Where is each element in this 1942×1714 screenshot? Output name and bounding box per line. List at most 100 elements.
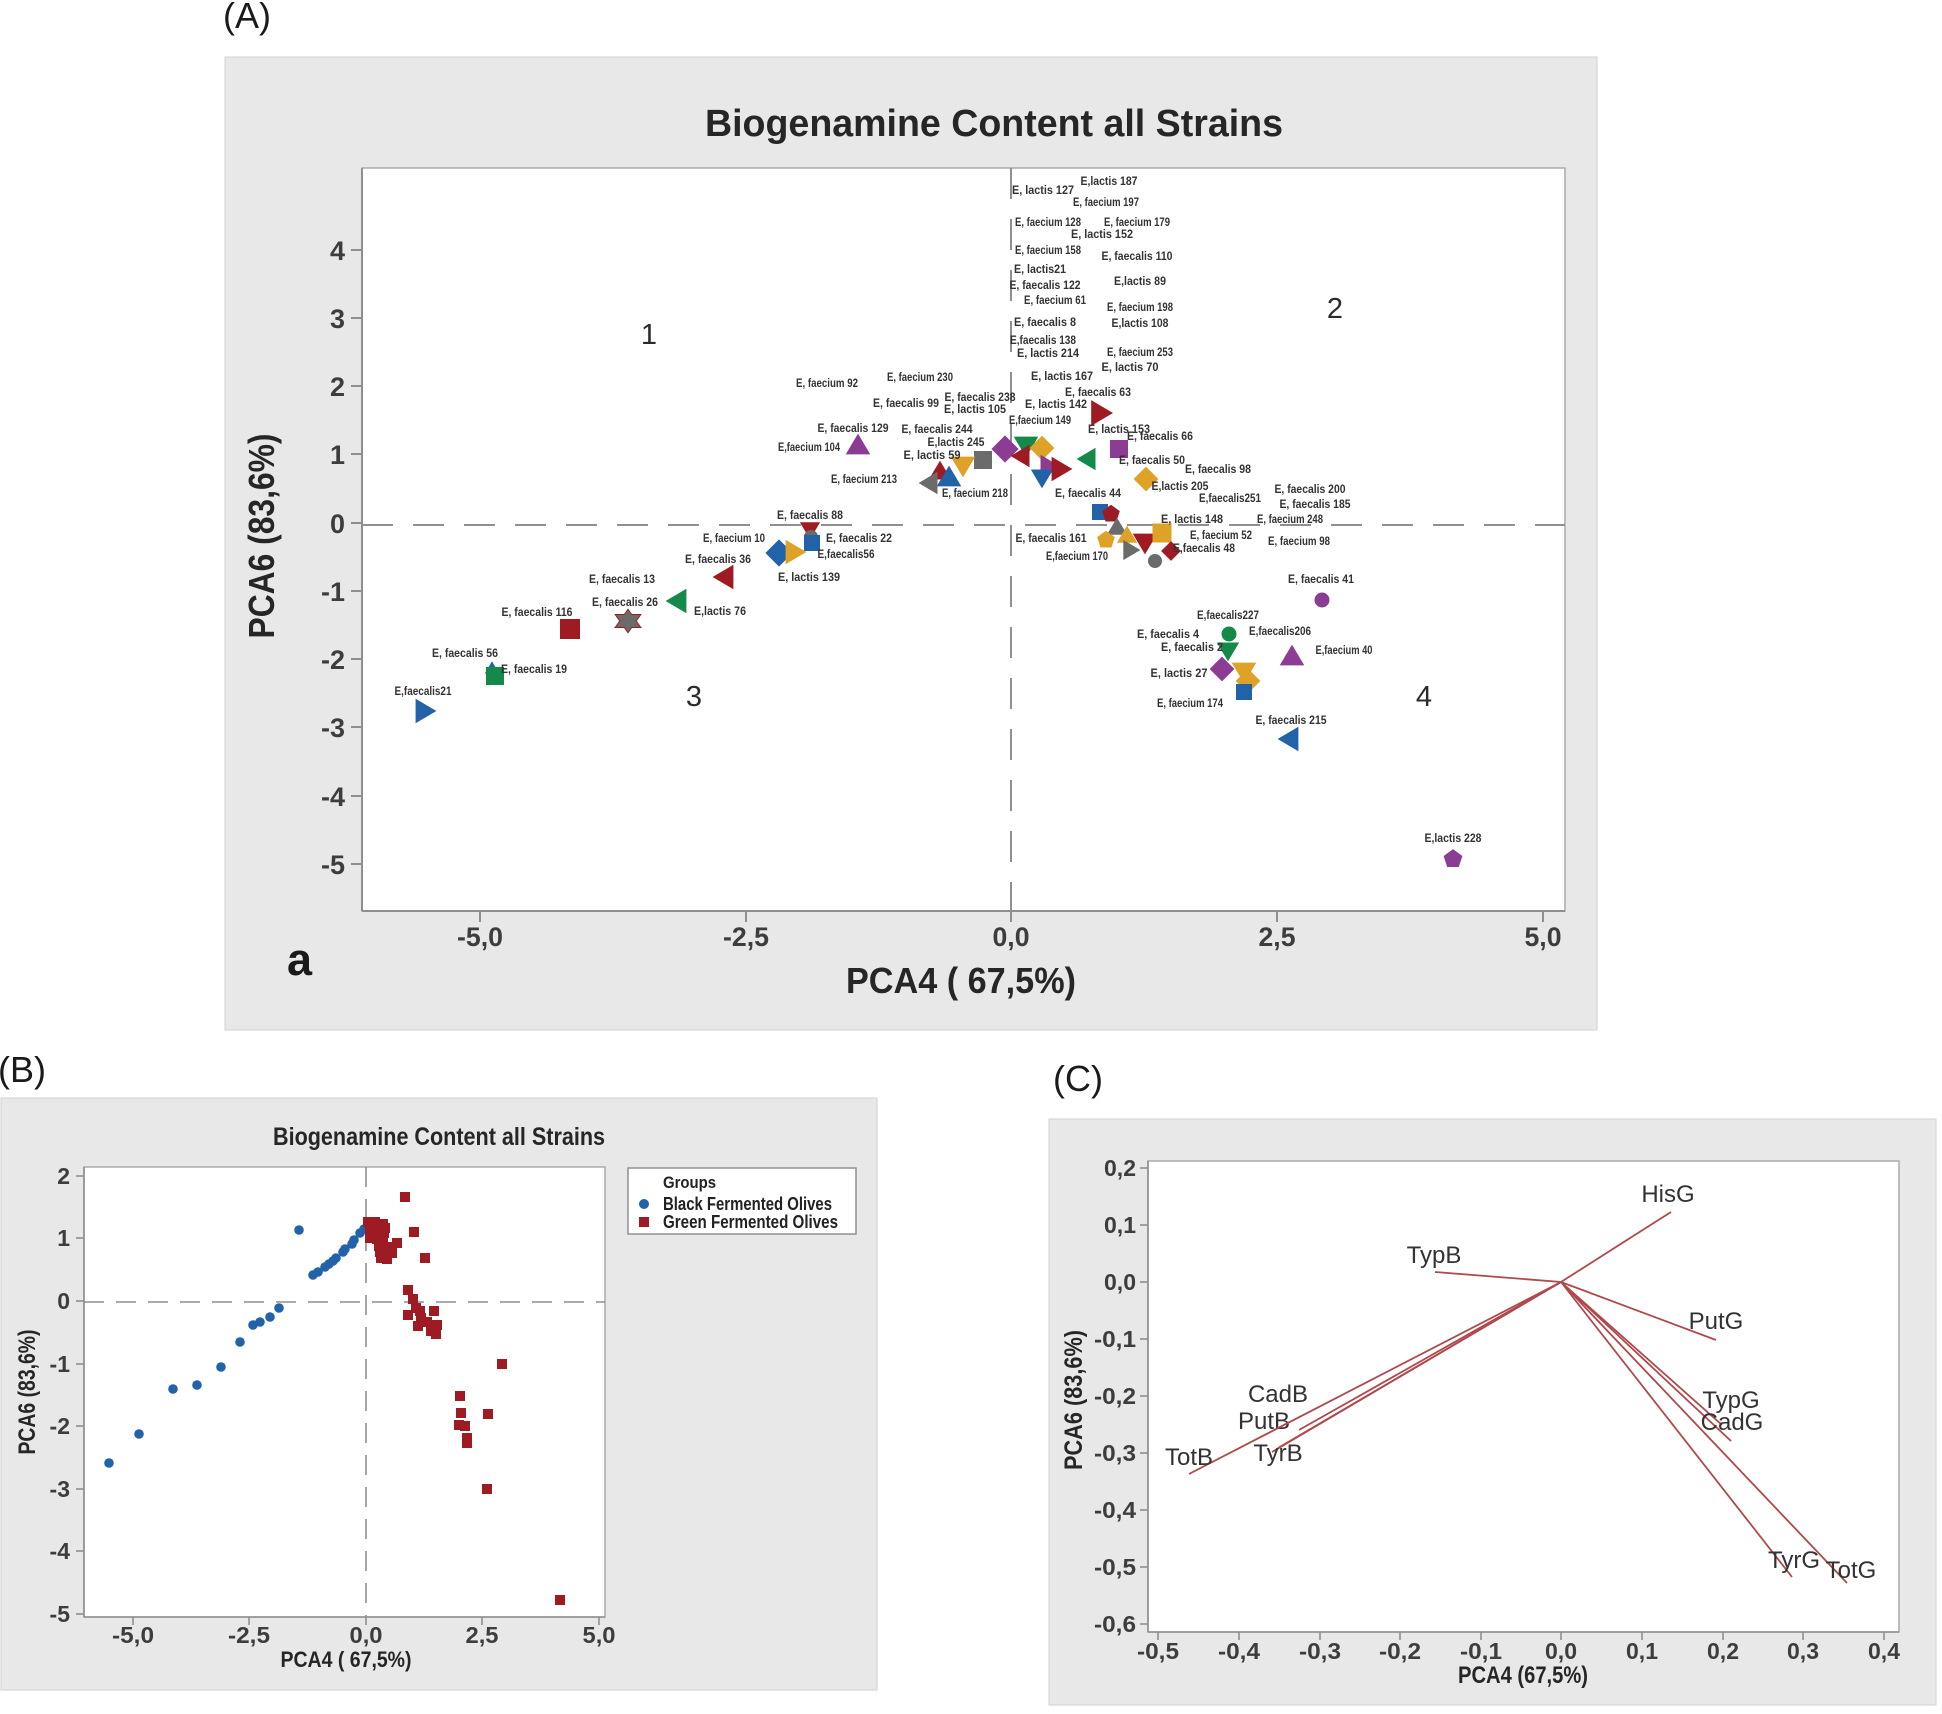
svg-text:TotB: TotB <box>1165 1444 1213 1471</box>
svg-text:-3: -3 <box>321 713 345 743</box>
svg-text:E,lactis 187: E,lactis 187 <box>1081 176 1138 188</box>
svg-text:E, faecium 248: E, faecium 248 <box>1257 514 1323 526</box>
svg-text:E,faecalis56: E,faecalis56 <box>818 549 875 561</box>
svg-text:E, faecalis 238: E, faecalis 238 <box>945 392 1017 404</box>
svg-text:(B): (B) <box>0 1049 46 1090</box>
svg-text:E,lactis 205: E,lactis 205 <box>1152 481 1210 493</box>
svg-text:E, lactis 27: E, lactis 27 <box>1151 668 1208 680</box>
svg-text:2,5: 2,5 <box>1259 922 1296 952</box>
svg-text:E,faecium 170: E,faecium 170 <box>1046 551 1108 563</box>
svg-text:-0,2: -0,2 <box>1379 1638 1421 1664</box>
svg-text:HisG: HisG <box>1641 1181 1694 1208</box>
svg-text:-0,6: -0,6 <box>1094 1611 1136 1637</box>
svg-text:E, faecalis 4: E, faecalis 4 <box>1137 629 1200 641</box>
svg-text:E, faecalis 2: E, faecalis 2 <box>1161 642 1223 654</box>
svg-text:E,faecium 104: E,faecium 104 <box>778 442 840 454</box>
svg-text:1: 1 <box>641 319 657 351</box>
svg-text:E, faecium 92: E, faecium 92 <box>796 378 858 390</box>
svg-text:-3: -3 <box>50 1476 70 1502</box>
svg-text:5,0: 5,0 <box>583 1622 616 1648</box>
svg-text:Black Fermented Olives: Black Fermented Olives <box>663 1194 832 1214</box>
svg-text:CadG: CadG <box>1701 1409 1764 1436</box>
svg-text:-0,3: -0,3 <box>1094 1440 1136 1466</box>
svg-text:E, faecium 230: E, faecium 230 <box>887 372 953 384</box>
svg-text:E, lactis 127: E, lactis 127 <box>1012 185 1074 197</box>
svg-text:E, lactis 59: E, lactis 59 <box>904 450 961 462</box>
svg-text:E, faecalis 63: E, faecalis 63 <box>1065 387 1131 399</box>
svg-text:E, faecalis 36: E, faecalis 36 <box>685 554 751 566</box>
svg-text:E,lactis 108: E,lactis 108 <box>1112 318 1170 330</box>
svg-text:-5,0: -5,0 <box>112 1622 154 1648</box>
svg-text:E,faecium 40: E,faecium 40 <box>1316 645 1373 657</box>
svg-text:E, faecalis 56: E, faecalis 56 <box>432 648 498 660</box>
svg-text:-0,5: -0,5 <box>1137 1638 1179 1664</box>
svg-text:0: 0 <box>57 1288 70 1314</box>
svg-text:E, lactis 167: E, lactis 167 <box>1031 371 1093 383</box>
svg-text:E,lactis 245: E,lactis 245 <box>928 437 986 449</box>
svg-text:E, lactis 142: E, lactis 142 <box>1025 399 1087 411</box>
svg-text:4: 4 <box>1416 681 1432 713</box>
svg-text:-5,0: -5,0 <box>457 922 503 952</box>
svg-text:TyrG: TyrG <box>1768 1547 1820 1574</box>
svg-text:E, faecium 10: E, faecium 10 <box>703 533 765 545</box>
svg-text:2: 2 <box>330 372 345 402</box>
svg-text:E, faecalis 129: E, faecalis 129 <box>818 423 889 435</box>
svg-text:E,faecium 149: E,faecium 149 <box>1009 415 1071 427</box>
svg-text:0,0: 0,0 <box>350 1622 383 1648</box>
svg-text:E, lactis 148: E, lactis 148 <box>1161 514 1224 526</box>
svg-text:E, faecalis 185: E, faecalis 185 <box>1280 499 1352 511</box>
svg-text:-0,3: -0,3 <box>1299 1638 1341 1664</box>
svg-text:E,faecalis251: E,faecalis251 <box>1199 493 1262 505</box>
svg-text:2: 2 <box>1327 293 1343 325</box>
svg-text:E, faecium 218: E, faecium 218 <box>942 488 1008 500</box>
svg-text:-2: -2 <box>321 645 345 675</box>
svg-text:2,5: 2,5 <box>466 1622 499 1648</box>
svg-text:-0,4: -0,4 <box>1218 1638 1260 1664</box>
svg-text:PCA6 (83,6%): PCA6 (83,6%) <box>14 1330 41 1455</box>
svg-text:-2,5: -2,5 <box>228 1622 270 1648</box>
svg-text:-2,5: -2,5 <box>723 922 769 952</box>
svg-text:E, faecium 158: E, faecium 158 <box>1015 245 1081 257</box>
svg-text:PCA4 (67,5%): PCA4 (67,5%) <box>1458 1662 1588 1689</box>
svg-text:0,0: 0,0 <box>1545 1638 1577 1664</box>
svg-text:E, faecium 197: E, faecium 197 <box>1073 197 1139 209</box>
svg-text:-1: -1 <box>50 1351 71 1377</box>
svg-text:E, faecalis 200: E, faecalis 200 <box>1275 484 1346 496</box>
svg-text:E,faecalis 138: E,faecalis 138 <box>1010 335 1077 347</box>
svg-text:1: 1 <box>57 1225 70 1251</box>
svg-text:TotG: TotG <box>1826 1557 1877 1584</box>
svg-text:E, faecalis 26: E, faecalis 26 <box>592 597 658 609</box>
svg-text:-5: -5 <box>50 1601 71 1627</box>
svg-text:E,lactis 89: E,lactis 89 <box>1114 276 1166 288</box>
svg-text:E, faecalis 244: E, faecalis 244 <box>902 424 974 436</box>
svg-text:E, faecalis 19: E, faecalis 19 <box>501 664 567 676</box>
svg-text:-1: -1 <box>321 577 345 607</box>
svg-text:-2: -2 <box>50 1413 70 1439</box>
svg-text:1: 1 <box>330 440 345 470</box>
svg-text:Green Fermented Olives: Green Fermented Olives <box>663 1212 838 1232</box>
svg-text:E,faecalis 48: E,faecalis 48 <box>1173 543 1236 555</box>
svg-text:5,0: 5,0 <box>1525 922 1562 952</box>
svg-text:a: a <box>287 934 313 985</box>
svg-text:4: 4 <box>330 236 345 266</box>
svg-text:-4: -4 <box>50 1538 71 1564</box>
svg-text:E, faecalis 116: E, faecalis 116 <box>502 607 573 619</box>
svg-text:-0,4: -0,4 <box>1094 1497 1136 1523</box>
svg-text:E, faecalis 66: E, faecalis 66 <box>1127 431 1193 443</box>
svg-text:0,0: 0,0 <box>993 922 1030 952</box>
svg-text:CadB: CadB <box>1248 1381 1308 1408</box>
svg-text:E, lactis 153: E, lactis 153 <box>1088 424 1150 436</box>
svg-text:-0,5: -0,5 <box>1094 1554 1136 1580</box>
svg-text:(C): (C) <box>1053 1058 1103 1099</box>
svg-text:E, faecium 128: E, faecium 128 <box>1015 217 1081 229</box>
svg-text:E, faecalis 8: E, faecalis 8 <box>1014 317 1077 329</box>
svg-text:0,0: 0,0 <box>1104 1269 1136 1295</box>
svg-text:PutG: PutG <box>1689 1308 1744 1335</box>
svg-text:-4: -4 <box>321 782 345 812</box>
svg-text:3: 3 <box>330 304 345 334</box>
svg-text:0,1: 0,1 <box>1104 1212 1136 1238</box>
svg-text:E,lactis 76: E,lactis 76 <box>694 606 746 618</box>
svg-text:E,faecalis21: E,faecalis21 <box>395 686 453 698</box>
svg-text:E, faecalis 110: E, faecalis 110 <box>1102 251 1173 263</box>
svg-text:-0,1: -0,1 <box>1094 1326 1136 1352</box>
